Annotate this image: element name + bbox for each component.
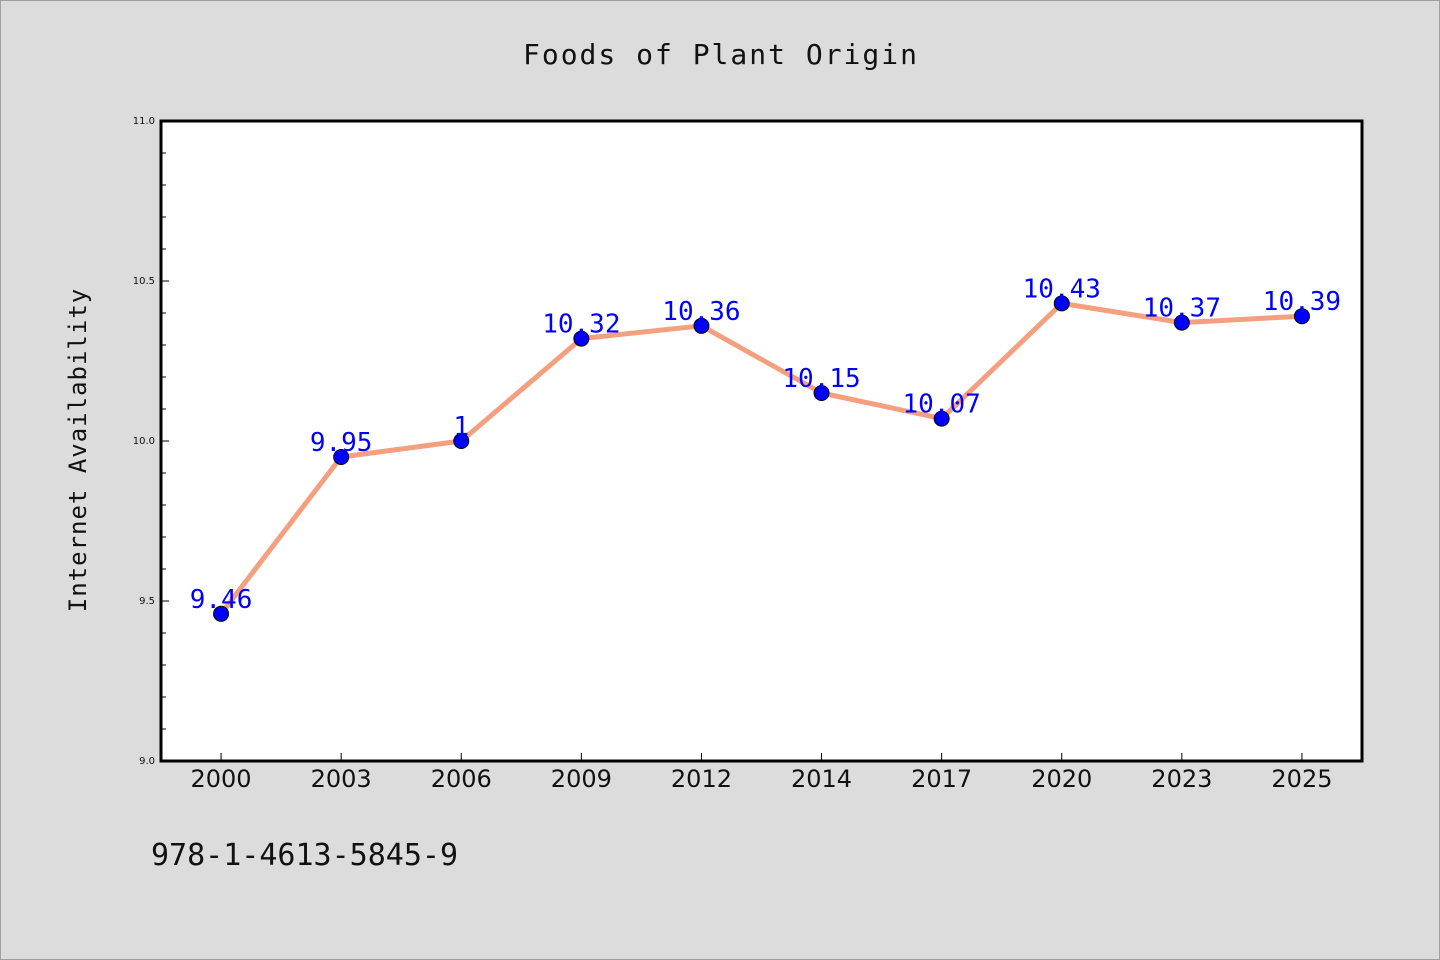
data-point — [573, 330, 590, 347]
data-label: 10.39 — [1263, 287, 1341, 317]
data-point — [453, 433, 470, 449]
data-label: 10.36 — [662, 297, 740, 327]
data-label: 10.07 — [903, 390, 981, 420]
x-tick-label: 2009 — [551, 765, 612, 793]
x-tick-label: 2003 — [311, 765, 372, 793]
data-label: 10.37 — [1143, 294, 1221, 324]
data-label: 10.43 — [1023, 274, 1101, 304]
x-axis: 2000 2003 2006 2009 2012 2014 2017 2020 2023 2025 — [191, 753, 1332, 793]
y-tick-label: 11.0 — [133, 116, 155, 127]
data-point — [213, 605, 230, 622]
series-layer: 9.46 9.95 1 10.32 10.36 10.15 10.07 10.43 10.37 1… — [190, 274, 1341, 622]
footnote-isbn: 978-1-4613-5845-9 — [151, 838, 458, 873]
x-tick-label: 2014 — [791, 765, 852, 793]
y-tick-label: 9.5 — [139, 596, 155, 607]
y-axis: 9.0 9.5 10.0 10.5 11.0 — [133, 116, 169, 767]
data-label: 9.46 — [190, 585, 253, 615]
x-tick-label: 2017 — [911, 765, 972, 793]
x-tick-label: 2000 — [191, 765, 252, 793]
y-axis-label: Internet Availability — [64, 288, 92, 612]
data-label: 9.95 — [310, 428, 373, 458]
data-point — [933, 410, 950, 427]
x-tick-label: 2012 — [671, 765, 732, 793]
x-tick-label: 2025 — [1271, 765, 1332, 793]
data-point — [693, 317, 710, 334]
data-label: 1 — [453, 412, 469, 442]
data-label: 10.32 — [542, 310, 620, 340]
data-point — [1053, 295, 1070, 312]
data-point — [1293, 308, 1310, 325]
x-tick-label: 2020 — [1031, 765, 1092, 793]
chart-title: Foods of Plant Origin — [523, 38, 919, 71]
data-label: 10.15 — [782, 364, 860, 394]
data-point — [813, 385, 830, 401]
y-tick-label: 10.5 — [133, 276, 155, 287]
series-line — [218, 300, 1305, 617]
x-tick-label: 2006 — [431, 765, 492, 793]
y-tick-label: 10.0 — [133, 436, 155, 447]
plot-area — [159, 119, 1364, 763]
y-tick-label: 9.0 — [139, 756, 155, 767]
x-tick-label: 2023 — [1151, 765, 1212, 793]
data-point — [333, 449, 350, 465]
data-point — [1173, 314, 1190, 331]
